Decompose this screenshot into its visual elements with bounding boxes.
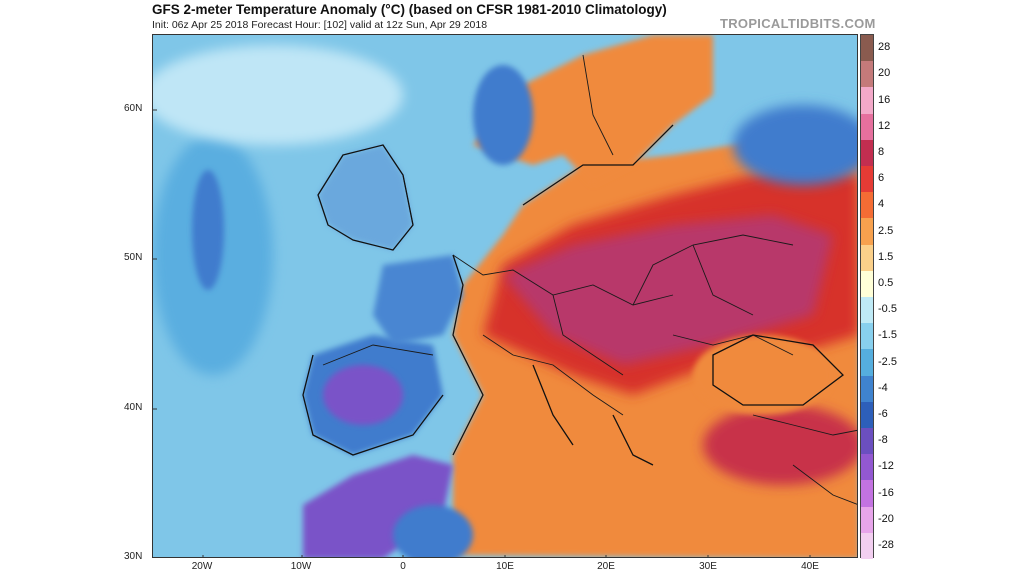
colorbar-label: -8 [878, 434, 888, 447]
colorbar-label: 1.5 [878, 250, 894, 263]
colorbar-segment [861, 218, 873, 246]
colorbar-label: 28 [878, 41, 891, 54]
colorbar-segment [861, 166, 873, 193]
colorbar-label: -6 [878, 407, 888, 420]
colorbar-segment [861, 375, 873, 403]
colorbar-segment [861, 349, 873, 377]
colorbar-label: -0.5 [878, 303, 897, 316]
lon-label-20w: 20W [191, 561, 213, 572]
colorbar-label: 8 [878, 145, 885, 158]
lon-label-30e: 30E [699, 561, 717, 572]
colorbar-label: -16 [878, 486, 894, 499]
iberia-purple [323, 365, 403, 425]
colorbar-segment [861, 270, 873, 298]
colorbar [860, 34, 874, 560]
colorbar-segment [861, 454, 873, 481]
colorbar-segment [861, 401, 873, 429]
france-cool-band [373, 255, 463, 345]
coastlines [302, 124, 844, 466]
colorbar-label: -4 [878, 381, 888, 394]
lon-label-20e: 20E [597, 561, 615, 572]
lat-label-50n: 50N [124, 252, 143, 263]
northern-russia-cool [733, 105, 857, 185]
colorbar-label: -20 [878, 512, 894, 525]
temperature-anomaly-map [152, 34, 858, 558]
lon-label-10e: 10E [496, 561, 514, 572]
central-europe-hot-magenta [503, 215, 833, 365]
colorbar-segment [861, 323, 873, 350]
lon-label-0: 0 [400, 561, 406, 572]
scandinavia-region [473, 35, 713, 185]
black-sea-warm [693, 335, 833, 415]
colorbar-segment [861, 532, 873, 560]
turkey-warm [703, 405, 857, 485]
colorbar-segment [861, 192, 873, 219]
map-canvas [153, 35, 857, 557]
colorbar-segment [861, 139, 873, 167]
colorbar-label: 4 [878, 198, 885, 211]
axis-ticks [153, 109, 811, 557]
site-credit: TROPICALTIDBITS.COM [720, 16, 876, 31]
north-africa-blue [393, 505, 473, 557]
map-title: GFS 2-meter Temperature Anomaly (°C) (ba… [152, 2, 667, 17]
colorbar-label: 2.5 [878, 224, 894, 237]
colorbar-label: 6 [878, 172, 885, 185]
colorbar-label: -28 [878, 538, 894, 551]
british-isles-region [318, 145, 413, 250]
colorbar-segment [861, 87, 873, 115]
colorbar-label: -1.5 [878, 329, 897, 342]
colorbar-label: 12 [878, 119, 891, 132]
lat-label-40n: 40N [124, 402, 143, 413]
colorbar-label: 16 [878, 93, 891, 106]
colorbar-segment [861, 61, 873, 88]
lon-label-40e: 40E [801, 561, 819, 572]
lat-label-30n: 30N [124, 551, 143, 562]
colorbar-segment [861, 297, 873, 324]
map-subtitle: Init: 06z Apr 25 2018 Forecast Hour: [10… [152, 19, 488, 31]
atlantic-light-patch [153, 45, 403, 145]
colorbar-segment [861, 428, 873, 455]
colorbar-segment [861, 506, 873, 534]
colorbar-segment [861, 35, 873, 62]
lon-label-10w: 10W [290, 561, 312, 572]
atlantic-deep-blue-patch [192, 170, 224, 290]
colorbar-label: 20 [878, 67, 891, 80]
colorbar-label: -2.5 [878, 355, 897, 368]
colorbar-segment [861, 113, 873, 141]
scandinavia-cool-coast [473, 65, 533, 165]
colorbar-label: 0.5 [878, 276, 894, 289]
colorbar-segment [861, 244, 873, 272]
colorbar-label: -12 [878, 460, 894, 473]
lat-label-60n: 60N [124, 103, 143, 114]
colorbar-segment [861, 480, 873, 508]
